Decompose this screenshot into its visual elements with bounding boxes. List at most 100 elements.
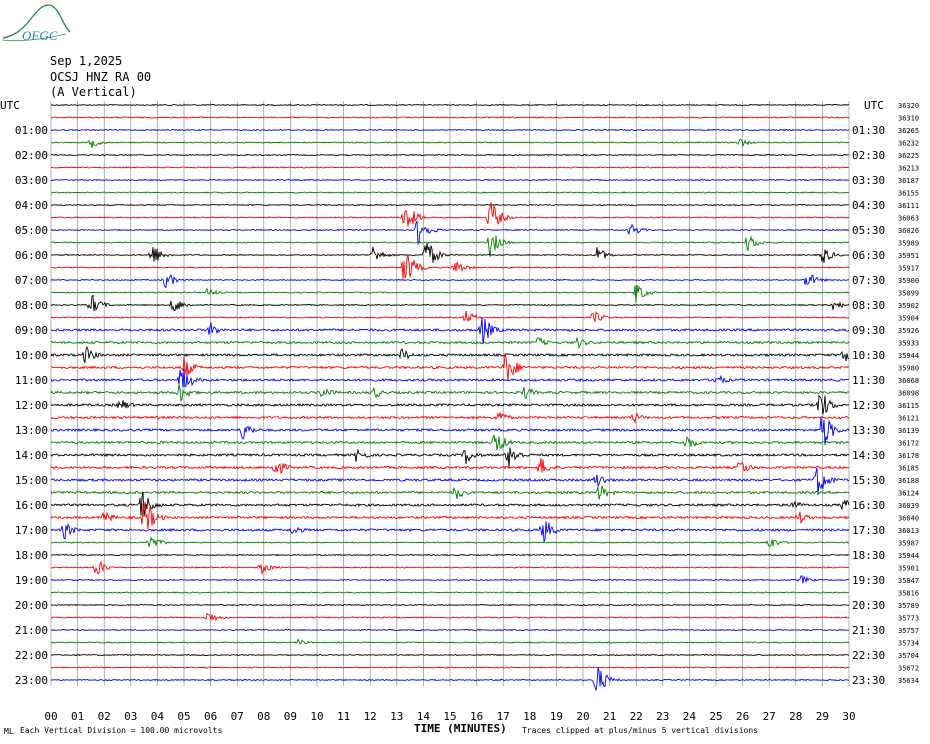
right-utc-label: UTC: [864, 99, 884, 112]
x-tick-label: 23: [656, 710, 669, 723]
left-time-label: 10:00: [15, 349, 48, 362]
right-time-label: 04:30: [852, 199, 885, 212]
x-tick-label: 12: [364, 710, 377, 723]
seismic-trace: [50, 310, 850, 323]
x-tick-label: 02: [98, 710, 111, 723]
left-time-label: 20:00: [15, 599, 48, 612]
x-tick-label: 30: [842, 710, 855, 723]
corner-mark: ML: [4, 727, 14, 736]
right-time-label: 10:30: [852, 349, 885, 362]
right-time-label: 16:30: [852, 499, 885, 512]
seismic-trace: [50, 491, 850, 517]
seismic-trace: [50, 666, 850, 669]
right-time-label: 22:30: [852, 649, 885, 662]
trace-offset-label: 36039: [898, 502, 919, 510]
x-tick-label: 22: [630, 710, 643, 723]
left-time-label: 03:00: [15, 174, 48, 187]
trace-offset-label: 35847: [898, 577, 919, 585]
seismic-trace: [51, 191, 850, 194]
right-time-label: 01:30: [852, 124, 885, 137]
trace-offset-label: 35704: [898, 652, 919, 660]
x-tick-label: 19: [550, 710, 563, 723]
right-time-label: 11:30: [852, 374, 885, 387]
trace-offset-label: 35816: [898, 590, 919, 598]
logo-text: OFGC: [22, 28, 58, 43]
left-time-label: 11:00: [15, 374, 48, 387]
trace-offset-label: 36063: [898, 215, 919, 223]
seismic-trace: [50, 412, 850, 425]
x-tick-label: 15: [443, 710, 456, 723]
trace-offset-label: 35901: [898, 565, 919, 573]
trace-offset-label: 35917: [898, 265, 919, 273]
seismic-trace: [50, 457, 849, 475]
clip-note: Traces clipped at plus/minus 5 vertical …: [522, 726, 759, 735]
x-tick-label: 11: [337, 710, 350, 723]
trace-offset-label: 36225: [898, 152, 919, 160]
x-tick-label: 09: [284, 710, 297, 723]
left-time-label: 14:00: [15, 449, 48, 462]
seismic-trace: [50, 153, 849, 157]
left-time-label: 09:00: [15, 324, 48, 337]
trace-offset-label: 35904: [898, 315, 919, 323]
seismic-trace: [50, 575, 850, 584]
left-time-label: 12:00: [15, 399, 48, 412]
trace-offset-label: 36320: [898, 102, 919, 110]
seismic-trace: [50, 284, 850, 303]
seismic-trace: [50, 394, 850, 415]
trace-offset-label: 35634: [898, 677, 919, 685]
seismic-trace: [50, 220, 850, 245]
x-tick-label: 28: [789, 710, 802, 723]
x-tick-label: 08: [257, 710, 270, 723]
seismic-trace: [50, 637, 850, 645]
seismic-trace: [50, 628, 850, 632]
trace-offset-label: 35987: [898, 540, 919, 548]
trace-offset-label: 36098: [898, 390, 919, 398]
right-time-label: 20:30: [852, 599, 885, 612]
trace-offset-label: 36213: [898, 165, 919, 173]
x-tick-label: 27: [763, 710, 776, 723]
trace-offset-label: 35951: [898, 252, 919, 260]
right-time-label: 14:30: [852, 449, 885, 462]
trace-offset-label: 36187: [898, 177, 919, 185]
trace-offset-label: 36178: [898, 452, 919, 460]
x-tick-label: 07: [231, 710, 244, 723]
seismic-trace: [50, 345, 849, 363]
trace-offset-label: 36265: [898, 127, 919, 135]
right-time-label: 03:30: [852, 174, 885, 187]
seismic-trace: [50, 434, 849, 451]
seismic-trace: [50, 667, 850, 691]
trace-offset-label: 35773: [898, 615, 919, 623]
left-time-label: 23:00: [15, 674, 48, 687]
seismic-trace: [50, 653, 850, 657]
trace-offset-label: 35902: [898, 302, 919, 310]
seismic-trace: [50, 128, 850, 132]
seismic-trace: [50, 203, 850, 207]
seismic-trace: [50, 467, 850, 496]
right-time-label: 08:30: [852, 299, 885, 312]
x-tick-label: 14: [417, 710, 431, 723]
seismic-trace: [50, 294, 850, 312]
trace-offset-label: 35944: [898, 552, 919, 560]
seismic-trace: [51, 178, 850, 182]
trace-offset-label: 36139: [898, 427, 919, 435]
x-tick-label: 26: [736, 710, 749, 723]
x-tick-label: 20: [576, 710, 589, 723]
seismic-trace: [50, 416, 850, 445]
x-tick-label: 06: [204, 710, 217, 723]
seismic-trace: [50, 116, 850, 119]
seismic-trace: [50, 352, 850, 381]
left-time-label: 06:00: [15, 249, 48, 262]
trace-offset-label: 35672: [898, 665, 919, 673]
record-date: Sep 1,2025: [50, 54, 123, 68]
seismic-trace: [50, 202, 850, 227]
seismic-trace: [50, 273, 850, 289]
seismic-trace: [50, 603, 850, 607]
trace-offset-label: 36121: [898, 415, 919, 423]
left-time-label: 18:00: [15, 549, 48, 562]
trace-offset-label: 36172: [898, 440, 919, 448]
left-time-label: 13:00: [15, 424, 48, 437]
trace-offset-label: 36111: [898, 202, 919, 210]
seismic-trace: [50, 612, 850, 622]
trace-offset-label: 36155: [898, 190, 919, 198]
left-time-label: 16:00: [15, 499, 48, 512]
